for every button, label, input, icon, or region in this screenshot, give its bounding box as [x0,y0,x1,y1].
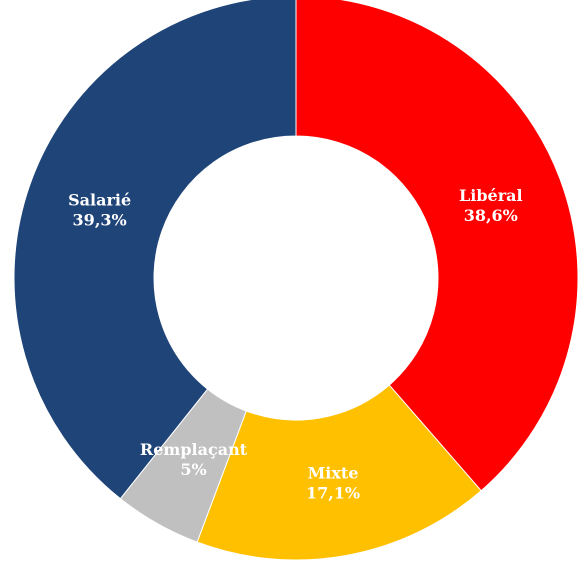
slice-label-liberal: Libéral 38,6% [459,186,523,225]
slice-label-salarie: Salarié 39,3% [68,190,131,229]
slice-value-liberal: 38,6% [464,206,518,225]
slices-group [13,0,579,561]
slice-category-mixte: Mixte [308,464,359,483]
slice-mixte [196,384,482,561]
slice-value-salarie: 39,3% [73,210,127,229]
slice-label-remplacant: Remplaçant 5% [140,440,248,479]
slice-category-salarie: Salarié [68,190,131,209]
slice-category-remplacant: Remplaçant [140,440,248,459]
slice-liberal [295,0,579,492]
slice-category-liberal: Libéral [459,186,523,205]
labels-group: Libéral 38,6% Mixte 17,1% Remplaçant 5% Salari… [68,186,522,503]
slice-label-mixte: Mixte 17,1% [306,464,360,503]
slice-value-remplacant: 5% [180,460,206,479]
slice-value-mixte: 17,1% [306,484,360,503]
slice-salarie [13,0,297,500]
